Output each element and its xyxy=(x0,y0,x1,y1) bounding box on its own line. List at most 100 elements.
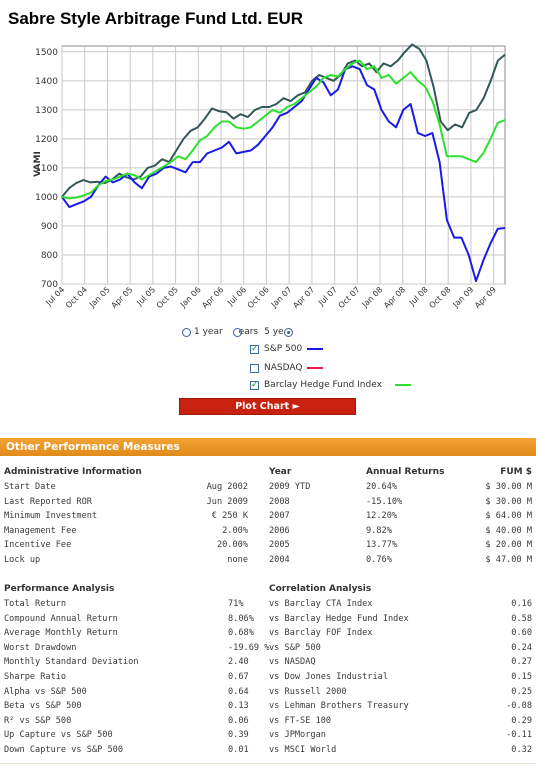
correlation-label: vs Barclay FOF Index xyxy=(269,628,373,639)
fum-cell: $ 30.00 M xyxy=(485,496,532,507)
analysis-label: Down Capture vs S&P 500 xyxy=(4,745,123,755)
analysis-value: -19.69 % xyxy=(228,642,270,653)
checkbox-nasdaq[interactable] xyxy=(250,363,259,373)
x-tick-label: Jul 05 xyxy=(134,285,157,308)
x-tick-label: Jan 09 xyxy=(451,285,476,310)
fum-cell: $ 20.00 M xyxy=(485,540,532,551)
correlation-value: 0.24 xyxy=(511,642,532,653)
legend-sp500-label: S&P 500 xyxy=(264,344,303,354)
analysis-value: 0.64 xyxy=(228,686,249,697)
correlation-label: vs Barclay CTA Index xyxy=(269,599,373,609)
x-tick-label: Apr 08 xyxy=(382,285,407,310)
x-tick-label: Jan 05 xyxy=(87,285,112,310)
period-selector: 1 year ears 5 ye xyxy=(182,324,293,340)
performance-tables: Administrative Information Year Annual Ret… xyxy=(0,462,542,762)
legend-barclay-label: Barclay Hedge Fund Index xyxy=(264,380,382,390)
x-tick-label: Apr 09 xyxy=(473,285,498,310)
series-line-2 xyxy=(61,59,506,200)
y-axis: 700 800 900 1000 1100 1200 1300 1400 1500 xyxy=(35,48,58,290)
return-cell: 9.82% xyxy=(366,525,392,536)
checkbox-sp500[interactable]: ✓ xyxy=(250,343,259,354)
admin-label: Start Date xyxy=(4,482,56,492)
admin-label: Incentive Fee xyxy=(4,540,72,551)
correlation-label: vs Russell 2000 xyxy=(269,686,347,697)
year-cell: 2004 xyxy=(269,555,290,565)
year-cell: 2006 xyxy=(269,525,290,536)
x-tick-label: Jul 07 xyxy=(316,285,339,308)
legend-sp500-swatch xyxy=(307,348,324,350)
correlation-label: vs MSCI World xyxy=(269,745,337,755)
analysis-value: 0.68% xyxy=(228,628,254,639)
x-tick-label: Jul 08 xyxy=(407,285,430,308)
correlation-value: 0.15 xyxy=(511,672,532,682)
legend-barclay-swatch xyxy=(394,384,411,386)
legend-nasdaq[interactable]: NASDAQ xyxy=(250,363,324,373)
series-line-0 xyxy=(61,43,506,198)
analysis-value: 0.06 xyxy=(228,715,249,726)
x-tick-label: Jan 08 xyxy=(360,285,385,310)
analysis-label: Up Capture vs S&P 500 xyxy=(4,730,113,741)
correlation-label: vs S&P 500 xyxy=(269,642,321,653)
x-tick-label: Apr 06 xyxy=(200,285,225,310)
analysis-label: Alpha vs S&P 500 xyxy=(4,686,87,697)
legend-barclay[interactable]: ✓ Barclay Hedge Fund Index xyxy=(250,380,411,390)
analysis-value: 0.13 xyxy=(228,701,249,712)
x-tick-label: Jan 07 xyxy=(269,285,294,310)
radio-1-year-label: 1 year xyxy=(194,327,223,337)
correlation-label: vs JPMorgan xyxy=(269,730,326,741)
y-tick-label: 1100 xyxy=(35,164,58,174)
analysis-value: 71% xyxy=(228,599,244,609)
analysis-label: Beta vs S&P 500 xyxy=(4,701,82,712)
admin-label: Management Fee xyxy=(4,525,77,536)
x-tick-label: Oct 07 xyxy=(337,285,362,310)
x-tick-label: Apr 07 xyxy=(291,285,316,310)
y-tick-label: 1500 xyxy=(35,48,58,58)
y-tick-label: 800 xyxy=(41,251,58,261)
plot-chart-button[interactable]: Plot Chart ► xyxy=(179,398,356,415)
admin-label: Lock up xyxy=(4,555,41,565)
radio-5-years[interactable] xyxy=(283,327,293,337)
y-tick-label: 1300 xyxy=(35,106,58,116)
analysis-label: Average Monthly Return xyxy=(4,628,118,639)
correlation-value: 0.27 xyxy=(511,657,532,668)
fum-cell: $ 40.00 M xyxy=(485,525,532,536)
checkbox-barclay[interactable]: ✓ xyxy=(250,379,259,390)
admin-value: € 250 K xyxy=(211,511,248,522)
radio-3-years[interactable] xyxy=(232,327,242,337)
y-tick-label: 700 xyxy=(41,280,58,290)
fum-header: FUM $ xyxy=(500,467,532,477)
series-line-1 xyxy=(61,65,506,283)
x-tick-label: Jan 06 xyxy=(178,285,203,310)
correlation-value: 0.58 xyxy=(511,613,532,624)
y-tick-label: 1200 xyxy=(35,135,58,145)
x-tick-label: Oct 04 xyxy=(64,285,89,310)
radio-3-years-label: ears xyxy=(238,327,259,337)
correlation-value: 0.32 xyxy=(511,745,532,755)
admin-value: 20.00% xyxy=(216,540,248,551)
correlation-value: 0.25 xyxy=(511,686,532,697)
legend-nasdaq-label: NASDAQ xyxy=(264,363,303,373)
radio-1-year[interactable] xyxy=(182,327,191,337)
return-cell: -15.10% xyxy=(366,496,403,507)
y-tick-label: 1000 xyxy=(35,193,58,203)
legend-sp500[interactable]: ✓ S&P 500 xyxy=(250,343,324,354)
correlation-label: vs Barclay Hedge Fund Index xyxy=(269,613,409,624)
return-cell: 12.20% xyxy=(366,511,398,522)
analysis-value: 0.01 xyxy=(228,745,249,755)
correlation-analysis-header: Correlation Analysis xyxy=(269,584,372,594)
x-tick-label: Jul 06 xyxy=(225,285,248,308)
correlation-label: vs FT-SE 100 xyxy=(269,715,332,726)
analysis-label: R² vs S&P 500 xyxy=(4,715,72,726)
correlation-value: 0.29 xyxy=(511,715,532,726)
vami-chart: 700 800 900 1000 1100 1200 1300 1400 1500 Jul 04… xyxy=(33,43,506,310)
year-cell: 2005 xyxy=(269,540,290,551)
analysis-value: 8.06% xyxy=(228,613,254,624)
x-tick-label: Apr 05 xyxy=(109,285,134,310)
year-cell: 2007 xyxy=(269,511,290,522)
analysis-value: 2.40 xyxy=(228,657,249,668)
radio-5-years-label: 5 ye xyxy=(264,327,284,337)
admin-value: none xyxy=(227,555,248,565)
return-cell: 20.64% xyxy=(366,482,398,492)
divider xyxy=(0,763,536,764)
